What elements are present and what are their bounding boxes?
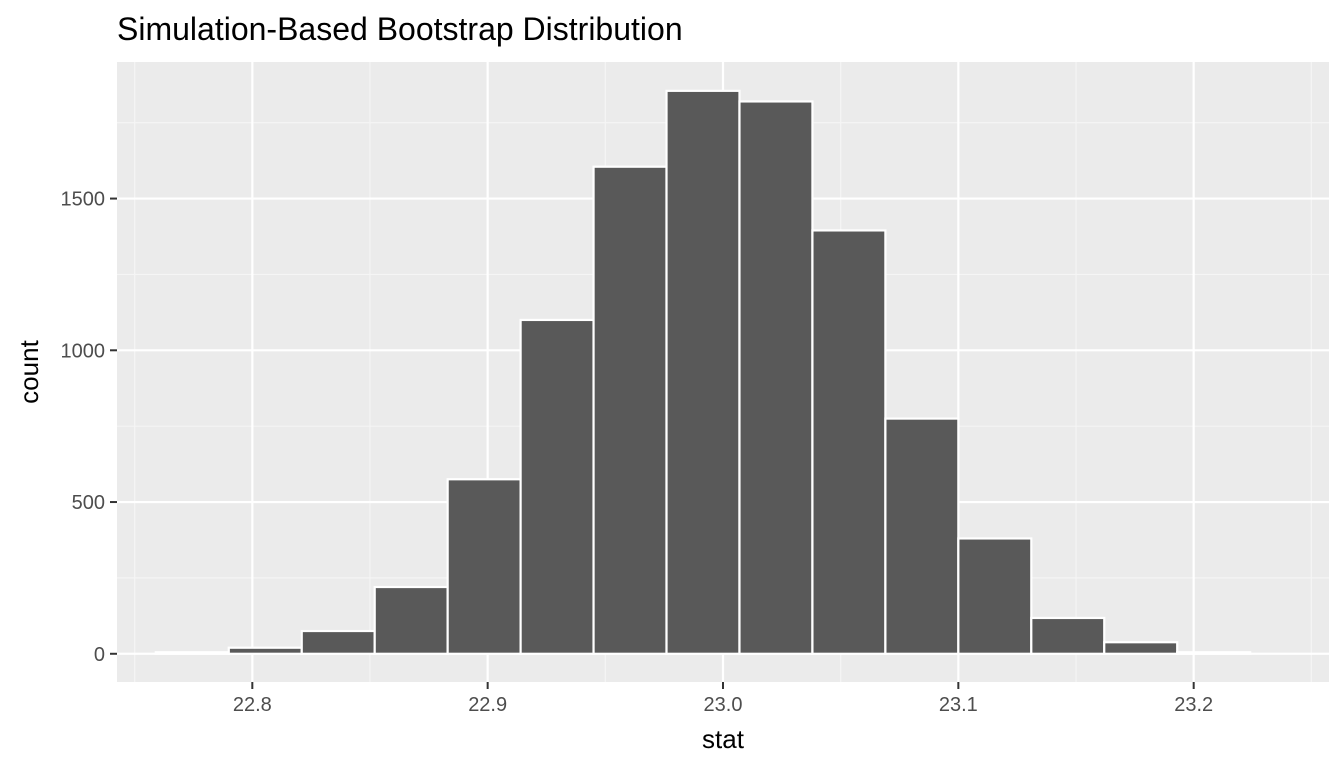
histogram-bar (665, 89, 741, 655)
histogram-bar (811, 229, 887, 655)
y-axis: 0 500 1000 1500 (61, 189, 117, 666)
x-tick-label: 22.9 (468, 694, 507, 716)
histogram-bar (300, 629, 376, 655)
histogram-bar (957, 537, 1033, 655)
histogram-bar (519, 318, 595, 655)
histogram-bar (1030, 616, 1106, 655)
histogram-bar (373, 585, 449, 655)
y-tick-label: 0 (94, 644, 105, 666)
y-axis-title: count (14, 339, 44, 403)
histogram-bar (1176, 651, 1252, 655)
histogram-bar (227, 646, 303, 655)
x-tick-label: 23.0 (704, 694, 743, 716)
x-axis: 22.8 22.9 23.0 23.1 23.2 (233, 682, 1213, 716)
x-tick-label: 22.8 (233, 694, 272, 716)
x-tick-label: 23.1 (939, 694, 978, 716)
y-tick-label: 1000 (61, 340, 106, 362)
histogram-bar (1103, 641, 1179, 655)
y-tick-label: 1500 (61, 189, 106, 211)
histogram-bar (592, 165, 668, 655)
x-axis-title: stat (702, 724, 745, 754)
histogram-bar (154, 651, 230, 655)
histogram-bar (446, 478, 522, 655)
histogram-bars (154, 89, 1252, 655)
histogram-bar (884, 417, 960, 655)
x-tick-label: 23.2 (1174, 694, 1213, 716)
chart-title: Simulation-Based Bootstrap Distribution (117, 11, 683, 47)
y-tick-label: 500 (72, 492, 105, 514)
histogram-bar (738, 100, 814, 655)
